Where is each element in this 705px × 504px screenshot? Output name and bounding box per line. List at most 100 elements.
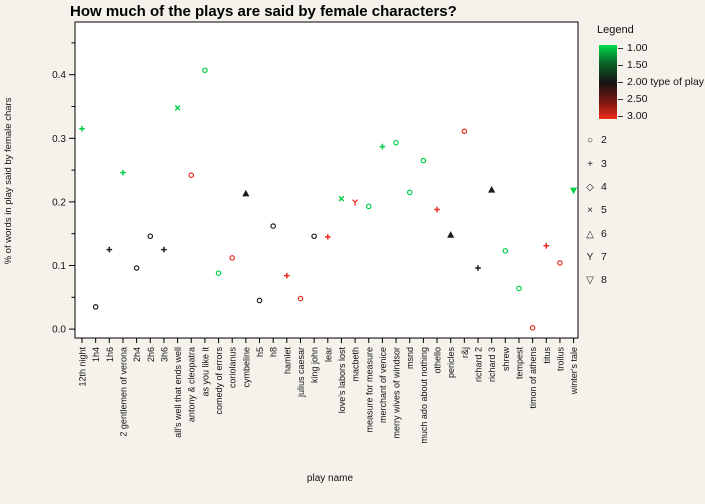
legend-scale-tick xyxy=(618,47,623,49)
legend-shape-label: 4 xyxy=(601,180,607,193)
data-point-circle xyxy=(92,304,99,310)
legend-shape-label: 3 xyxy=(601,157,607,170)
x-tick-label: richard 2 xyxy=(473,347,483,382)
data-point-x xyxy=(338,195,345,202)
data-point-triangle-up xyxy=(488,185,496,193)
legend-shape-row: +3 xyxy=(583,155,607,170)
data-point-triangle-down xyxy=(570,187,578,195)
data-point-circle xyxy=(420,157,427,164)
legend-scale-tick xyxy=(618,81,623,83)
data-point-plus xyxy=(475,265,481,271)
legend-gradient-bar xyxy=(599,45,617,119)
x-tick-label: 2 gentlemen of verona xyxy=(118,347,128,437)
data-point-circle xyxy=(516,285,522,292)
legend-scale-tick-label: 2.50 xyxy=(627,93,648,105)
x-tick-label: 3h6 xyxy=(159,347,169,362)
y-tick-label: 0.1 xyxy=(52,261,66,272)
data-point-circle xyxy=(188,172,195,178)
x-tick-label: msnd xyxy=(405,347,415,369)
x-tick-label: 1h6 xyxy=(105,347,115,362)
data-point-plus xyxy=(106,246,113,253)
x-tick-label: king john xyxy=(310,347,320,383)
x-tick-label: winter's tale xyxy=(569,347,579,395)
circle-marker-icon: ○ xyxy=(586,135,594,147)
data-point-circle xyxy=(256,297,263,304)
legend-shape-row: × 5 xyxy=(583,201,607,216)
x-tick-label: coriolanus xyxy=(228,347,238,389)
legend-scale-tick xyxy=(618,98,623,100)
legend-shape-label: 7 xyxy=(601,250,607,263)
data-point-circle xyxy=(202,67,208,74)
y-tick-label: 0.0 xyxy=(52,325,66,336)
data-point-circle xyxy=(311,233,317,240)
y-tick-label: 0.3 xyxy=(52,134,66,145)
legend-scale-tick xyxy=(618,115,623,117)
x-tick-label: lear xyxy=(323,347,333,362)
x-tick-label: othello xyxy=(433,347,443,374)
x-tick-label: love's labors lost xyxy=(337,347,347,414)
data-point-circle xyxy=(365,203,372,210)
legend-scale-tick-label: 1.00 xyxy=(627,42,648,54)
plot-area xyxy=(74,21,579,339)
data-point-circle xyxy=(297,295,304,302)
chart-title: How much of the plays are said by female… xyxy=(70,3,457,20)
data-point-plus xyxy=(379,143,386,150)
data-point-circle xyxy=(147,233,154,240)
x-tick-label: antony & cleopatra xyxy=(187,347,197,422)
x-tick-label: measure for measure xyxy=(364,347,374,433)
data-point-circle xyxy=(215,270,222,276)
x-axis: 12th night 1h4 1h6 2 gentlemen of verona 2h4… xyxy=(78,338,579,444)
x-tick-label: pericles xyxy=(446,347,456,379)
x-tick-label: hamlet xyxy=(282,347,292,375)
data-point-triangle-up xyxy=(447,231,455,238)
data-point-circle xyxy=(229,255,236,261)
data-point-plus xyxy=(324,234,331,240)
legend-scale-tick-label: 3.00 xyxy=(627,110,648,122)
data-point-circle xyxy=(557,260,563,266)
legend-shape-row: ▽ 8 xyxy=(583,271,607,286)
data-point-circle xyxy=(133,265,140,271)
data-point-plus xyxy=(120,169,126,176)
x-tick-label: h8 xyxy=(269,347,279,357)
legend-shape-row: ○ 2 xyxy=(583,131,607,146)
data-point-plus xyxy=(434,206,440,213)
data-point-plus xyxy=(543,242,550,249)
triangle-up-marker-icon: △ xyxy=(586,228,594,240)
data-point-x xyxy=(174,104,181,111)
x-tick-label: merchant of venice xyxy=(378,347,388,423)
y-axis-title: % of words in play said by female chars xyxy=(3,97,14,264)
data-point-circle xyxy=(393,139,399,146)
legend-scale-label: 2.00 type of play xyxy=(627,76,705,88)
legend-shape-label: 5 xyxy=(601,204,607,217)
legend-scale-tick-label: 1.50 xyxy=(627,59,648,71)
data-points xyxy=(79,67,578,331)
plus-marker-icon: + xyxy=(587,158,593,170)
x-tick-label: much ado about nothing xyxy=(419,347,429,444)
data-point-circle xyxy=(529,325,536,331)
x-tick-label: timon of athens xyxy=(528,347,538,409)
data-point-plus xyxy=(161,246,167,253)
x-tick-label: tempest xyxy=(514,347,524,380)
triangle-down-marker-icon: ▽ xyxy=(586,275,594,287)
data-point-circle xyxy=(502,248,509,254)
legend-shape-row: ◇ 4 xyxy=(583,178,607,193)
x-tick-label: comedy of errors xyxy=(214,347,224,415)
legend-shape-row: △ 6 xyxy=(583,225,607,240)
legend-title: Legend xyxy=(597,24,634,36)
x-tick-label: macbeth xyxy=(351,347,361,382)
legend-scale-tick xyxy=(618,64,623,66)
x-tick-label: 2h4 xyxy=(132,347,142,362)
x-tick-label: h5 xyxy=(255,347,265,357)
x-marker-icon: × xyxy=(587,205,593,217)
y-marker-icon: Y xyxy=(586,251,594,263)
x-tick-label: troilus xyxy=(555,347,565,372)
y-axis: 0.0 0.1 0.2 0.3 0.4 xyxy=(52,42,75,336)
x-tick-label: richard 3 xyxy=(487,347,497,382)
data-point-circle xyxy=(406,189,413,196)
x-tick-label: titus xyxy=(542,347,552,364)
data-point-circle xyxy=(461,128,468,135)
data-point-plus xyxy=(284,272,290,279)
data-point-y xyxy=(352,199,358,206)
